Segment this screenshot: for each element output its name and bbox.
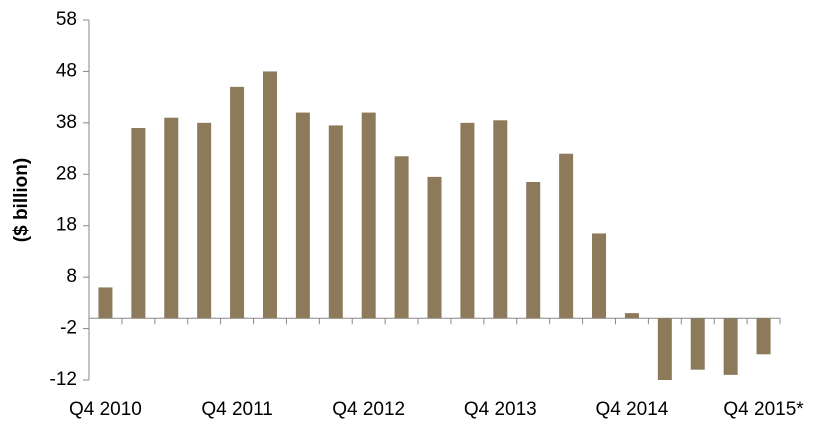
bar (493, 120, 508, 319)
bar (230, 86, 245, 319)
bar (559, 153, 574, 319)
x-tick-label: Q4 2011 (201, 399, 272, 420)
bar (361, 112, 376, 319)
y-tick-label: 8 (66, 266, 77, 287)
bar (756, 318, 771, 355)
y-tick-label: 58 (56, 9, 77, 30)
bar (592, 233, 607, 319)
bar (427, 176, 442, 319)
bar (723, 318, 738, 375)
y-tick-label: 48 (56, 60, 77, 81)
y-tick-label: -2 (60, 318, 77, 339)
bar (197, 122, 212, 319)
bar (624, 313, 639, 319)
bar (164, 117, 179, 319)
y-tick-label: 28 (56, 163, 77, 184)
y-axis-label: ($ billion) (11, 158, 32, 242)
x-tick-label: Q4 2013 (464, 399, 537, 420)
y-tick-label: -12 (50, 369, 77, 390)
y-tick-label: 18 (56, 215, 77, 236)
bar (526, 182, 541, 319)
bar (460, 122, 475, 319)
x-tick-label: Q4 2010 (69, 399, 142, 420)
bar (131, 128, 146, 319)
bar (262, 71, 277, 319)
bar (657, 318, 672, 380)
x-tick-label: Q4 2015* (723, 399, 804, 420)
bar (690, 318, 705, 370)
x-tick-label: Q4 2012 (332, 399, 405, 420)
bar (394, 156, 409, 319)
bar (98, 287, 113, 319)
bar (295, 112, 310, 319)
bar (328, 125, 343, 319)
y-tick-label: 38 (56, 112, 77, 133)
x-tick-label: Q4 2014 (595, 399, 668, 420)
